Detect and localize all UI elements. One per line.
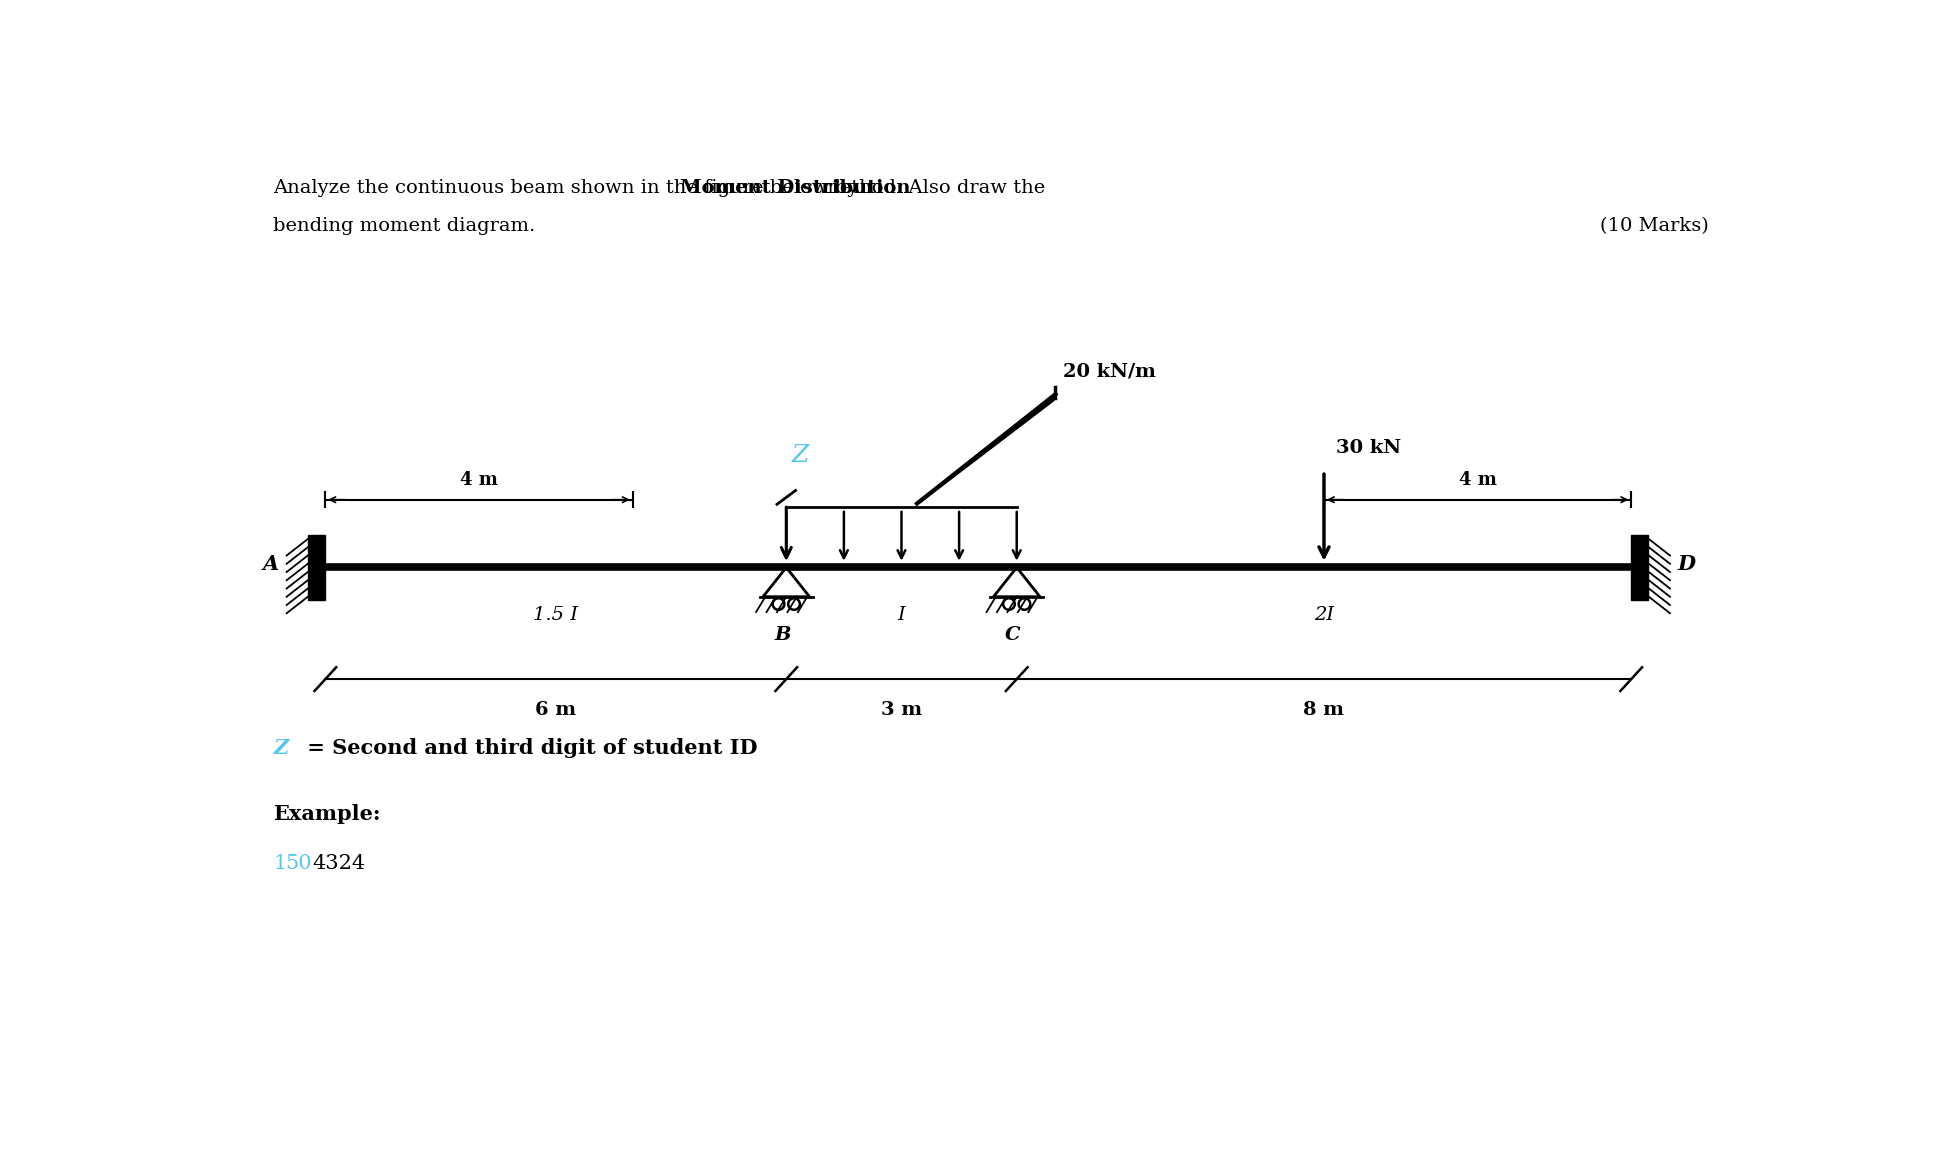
Text: Moment Distribution: Moment Distribution <box>679 178 910 196</box>
Text: I: I <box>898 606 906 623</box>
Text: A: A <box>264 554 279 574</box>
Text: 3 m: 3 m <box>880 701 921 718</box>
Text: Example:: Example: <box>273 804 381 824</box>
Text: Z: Z <box>791 445 808 467</box>
Text: Z: Z <box>273 738 289 758</box>
Text: 8 m: 8 m <box>1304 701 1345 718</box>
Text: 4 m: 4 m <box>1458 471 1497 488</box>
Text: D: D <box>1679 554 1696 574</box>
Text: 6 m: 6 m <box>535 701 576 718</box>
Text: B: B <box>775 626 791 645</box>
Text: 1.5 I: 1.5 I <box>533 606 578 623</box>
Text: (10 Marks): (10 Marks) <box>1601 217 1708 235</box>
Text: = Second and third digit of student ID: = Second and third digit of student ID <box>301 738 757 758</box>
Text: 20 kN/m: 20 kN/m <box>1064 363 1156 380</box>
Text: 2I: 2I <box>1314 606 1333 623</box>
Text: 4 m: 4 m <box>461 471 498 488</box>
Text: bending moment diagram.: bending moment diagram. <box>273 217 535 235</box>
Text: C: C <box>1005 626 1021 645</box>
Text: Analyze the continuous beam shown in the figure below by: Analyze the continuous beam shown in the… <box>273 178 865 196</box>
Text: 50: 50 <box>285 855 312 873</box>
Polygon shape <box>1632 534 1647 600</box>
Text: 4324: 4324 <box>312 855 365 873</box>
Text: method. Also draw the: method. Also draw the <box>816 178 1046 196</box>
Polygon shape <box>308 534 326 600</box>
Text: 30 kN: 30 kN <box>1335 439 1402 457</box>
Text: 1: 1 <box>273 855 287 873</box>
